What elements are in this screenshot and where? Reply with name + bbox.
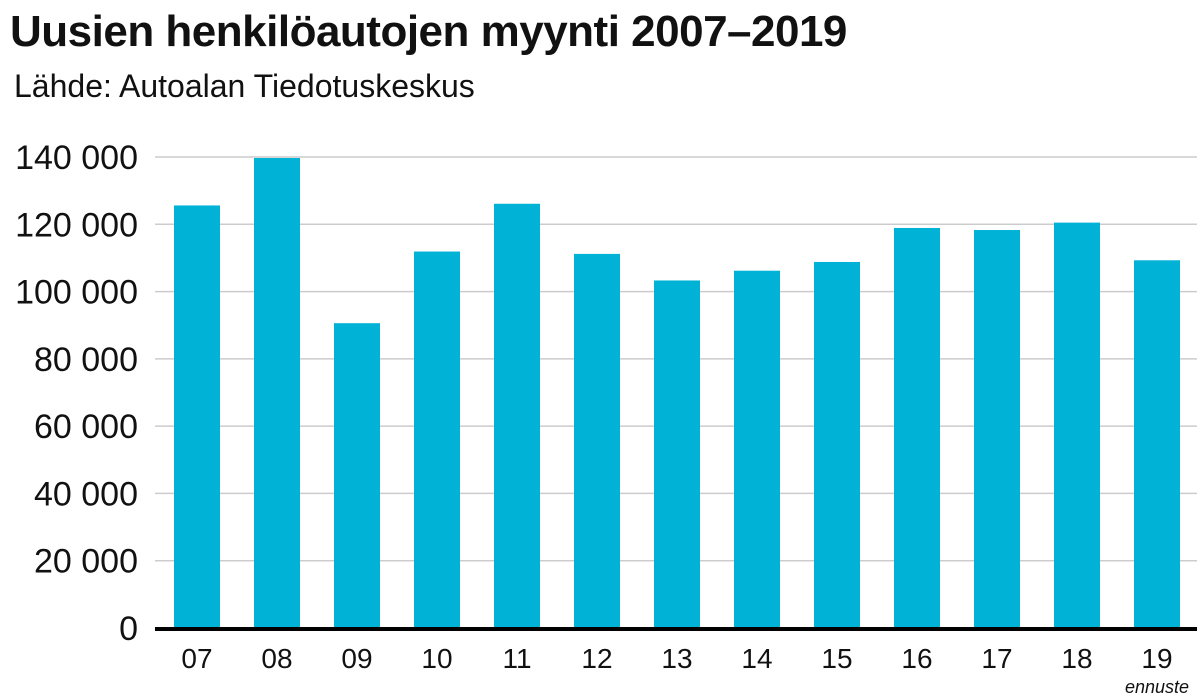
bar-08 <box>254 158 300 629</box>
x-tick-label: 14 <box>741 643 772 674</box>
bar-18 <box>1054 222 1100 628</box>
x-tick-label: 18 <box>1061 643 1092 674</box>
y-tick-label: 100 000 <box>15 274 138 312</box>
x-tick-label: 10 <box>421 643 452 674</box>
x-tick-label: 09 <box>341 643 372 674</box>
x-tick-label: 17 <box>981 643 1012 674</box>
bar-09 <box>334 323 380 628</box>
x-tick-label: 15 <box>821 643 852 674</box>
bar-13 <box>654 280 700 628</box>
bar-12 <box>574 253 620 629</box>
bars <box>174 158 1180 629</box>
bar-16 <box>894 227 940 628</box>
bar-17 <box>974 230 1020 628</box>
bar-15 <box>814 261 860 628</box>
y-tick-label: 120 000 <box>15 206 138 244</box>
x-tick-label: 16 <box>901 643 932 674</box>
x-tick-label: 07 <box>181 643 212 674</box>
x-tick-label: 08 <box>261 643 292 674</box>
bar-07 <box>174 205 220 628</box>
bar-10 <box>414 251 460 628</box>
annotations: ennuste <box>1125 677 1189 697</box>
chart-subtitle: Lähde: Autoalan Tiedotuskeskus <box>14 68 475 104</box>
y-tick-label: 140 000 <box>15 139 138 177</box>
bar-19 <box>1134 260 1180 628</box>
bar-11 <box>494 203 540 629</box>
x-tick-label: 13 <box>661 643 692 674</box>
forecast-note: ennuste <box>1125 677 1189 697</box>
x-tick-label: 19 <box>1141 643 1172 674</box>
y-tick-label: 40 000 <box>34 475 138 513</box>
bar-14 <box>734 270 780 628</box>
y-tick-label: 80 000 <box>34 341 138 379</box>
x-axis-tick-labels: 07 08 09 10 11 12 13 14 15 16 17 18 19 <box>181 643 1172 674</box>
y-tick-label: 0 <box>119 610 138 648</box>
y-axis-tick-labels: 0 20 000 40 000 60 000 80 000 100 000 120 000 1… <box>15 139 138 648</box>
x-tick-label: 11 <box>502 643 531 674</box>
y-tick-label: 60 000 <box>34 408 138 446</box>
chart-title: Uusien henkilöautojen myynti 2007–2019 <box>10 7 847 56</box>
x-tick-label: 12 <box>581 643 612 674</box>
y-tick-label: 20 000 <box>34 543 138 581</box>
